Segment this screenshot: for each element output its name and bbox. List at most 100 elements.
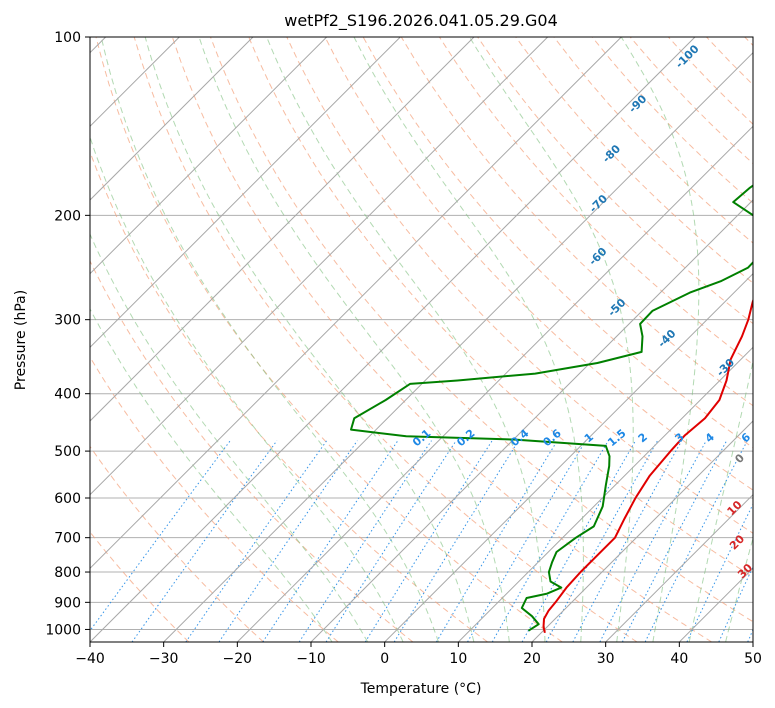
- isotherm-line: [163, 51, 753, 642]
- isotherms: [90, 37, 753, 642]
- dewpoint-profile-line: [350, 184, 753, 632]
- mixing-ratio-line: [521, 440, 637, 642]
- mixing-ratio-line: [393, 440, 520, 642]
- mixing-ratio-line: [218, 440, 358, 642]
- dry-adiabat-line: [171, 37, 712, 642]
- y-tick-label: 1000: [45, 622, 81, 638]
- y-tick-label: 400: [54, 387, 81, 403]
- isotherm-line: [457, 346, 753, 642]
- moist-adiabat-line: [198, 37, 510, 642]
- moist-adiabat-line: [688, 358, 753, 642]
- y-tick-label: 200: [54, 208, 81, 224]
- dry-adiabat-label: -50: [605, 296, 628, 319]
- moist-adiabat-line: [469, 37, 634, 642]
- dry-adiabat-label: -80: [600, 142, 623, 165]
- mixing-ratio-line: [545, 440, 659, 642]
- moist-adiabat-line: [725, 536, 753, 642]
- dry-adiabat-line: [90, 356, 339, 642]
- isotherm-line: [531, 420, 753, 642]
- mixing-ratio-label: 1.5: [605, 427, 628, 449]
- mixing-ratio-label: 0.2: [454, 427, 477, 449]
- isotherm-line: [90, 37, 328, 275]
- temperature-profile-line: [542, 297, 753, 634]
- x-tick-label: −40: [75, 651, 105, 667]
- x-tick-label: 0: [380, 651, 389, 667]
- mixing-ratio-line: [131, 440, 278, 642]
- moist-adiabat-line: [90, 308, 333, 642]
- mixing-ratio-label: 8: [767, 430, 775, 445]
- mixing-ratio-label: 2: [636, 430, 650, 445]
- moist-adiabat-label: 30: [735, 561, 755, 581]
- mixing-ratio-line: [298, 440, 432, 642]
- moist-adiabat-line: [353, 37, 584, 642]
- x-tick-label: 40: [670, 651, 688, 667]
- isotherm-line: [90, 37, 254, 201]
- dry-adiabat-line: [90, 259, 414, 642]
- y-axis-label: Pressure (hPa): [13, 290, 29, 390]
- moist-adiabat-line: [144, 37, 475, 642]
- plot-frame: [89, 36, 754, 643]
- mixing-ratio-line: [325, 440, 457, 642]
- isotherm-line: [310, 199, 753, 642]
- y-tick-label: 500: [54, 444, 81, 460]
- isotherm-line: [90, 37, 549, 496]
- isotherm-line: [90, 37, 696, 642]
- dry-adiabat-label: -70: [587, 192, 610, 215]
- moist-adiabat-line: [620, 37, 700, 642]
- mixing-ratio-line: [644, 440, 748, 642]
- x-tick-label: 50: [744, 651, 762, 667]
- y-tick-label: 800: [54, 565, 81, 581]
- mixing-ratio-line: [621, 440, 728, 642]
- moist-adiabat-line: [90, 232, 369, 642]
- moist-adiabat-line: [90, 135, 404, 642]
- pressure-gridlines: [90, 37, 753, 630]
- isotherm-line: [752, 641, 753, 642]
- dry-adiabat-line: [90, 150, 488, 642]
- x-tick-label: −20: [223, 651, 253, 667]
- x-tick-label: −30: [149, 651, 179, 667]
- mixing-ratio-line: [435, 440, 558, 642]
- x-tick-label: 30: [597, 651, 615, 667]
- moist-adiabat-label: 40: [756, 584, 775, 604]
- mixing-ratio-line: [364, 440, 493, 642]
- dry-adiabat-line: [668, 37, 753, 125]
- dry-adiabat-line: [324, 37, 753, 491]
- dry-adiabat-line: [248, 37, 753, 578]
- isotherm-line: [90, 37, 475, 422]
- mixing-ratio-line: [262, 440, 399, 642]
- dry-adiabat-line: [133, 37, 638, 642]
- moist-adiabat-label: 10: [725, 498, 745, 518]
- moist-adiabat-line: [266, 37, 546, 642]
- y-tick-label: 700: [54, 531, 81, 547]
- mixing-ratio-line: [572, 440, 683, 642]
- dry-adiabat-line: [515, 37, 753, 284]
- dry-adiabat-line: [95, 37, 563, 642]
- moist-adiabat-label: 0: [732, 451, 747, 466]
- dry-adiabat-label: -30: [714, 356, 737, 379]
- mixing-ratio-label: 0.4: [508, 426, 532, 449]
- chart-title: wetPf2_S196.2026.041.05.29.G04: [284, 11, 558, 31]
- data-series: [350, 184, 753, 634]
- x-tick-label: −10: [296, 651, 326, 667]
- x-tick-label: 10: [449, 651, 467, 667]
- dry-adiabats: [90, 37, 753, 642]
- dry-adiabat-label: -90: [626, 92, 649, 115]
- mixing-ratio-line: [491, 440, 609, 642]
- moist-adiabat-line: [100, 37, 439, 642]
- mixing-ratio-label: 0.1: [410, 427, 433, 449]
- dry-adiabat-label: -100: [673, 42, 702, 71]
- mixing-ratio-line: [467, 440, 587, 642]
- dry-adiabat-label: -40: [655, 327, 678, 350]
- dry-adiabat-line: [210, 37, 753, 623]
- mixing-ratio-label: 0.6: [540, 426, 564, 449]
- isotherm-line: [678, 567, 753, 642]
- mixing-ratio-line: [90, 440, 231, 632]
- y-tick-label: 300: [54, 313, 81, 329]
- moist-adiabat-label: 20: [727, 532, 747, 552]
- x-axis-label: Temperature (°C): [360, 681, 482, 697]
- isotherm-line: [90, 37, 401, 349]
- plot-area: 0.10.20.40.611.52346810131620253036-100-…: [90, 37, 775, 642]
- x-tick-label: 20: [523, 651, 541, 667]
